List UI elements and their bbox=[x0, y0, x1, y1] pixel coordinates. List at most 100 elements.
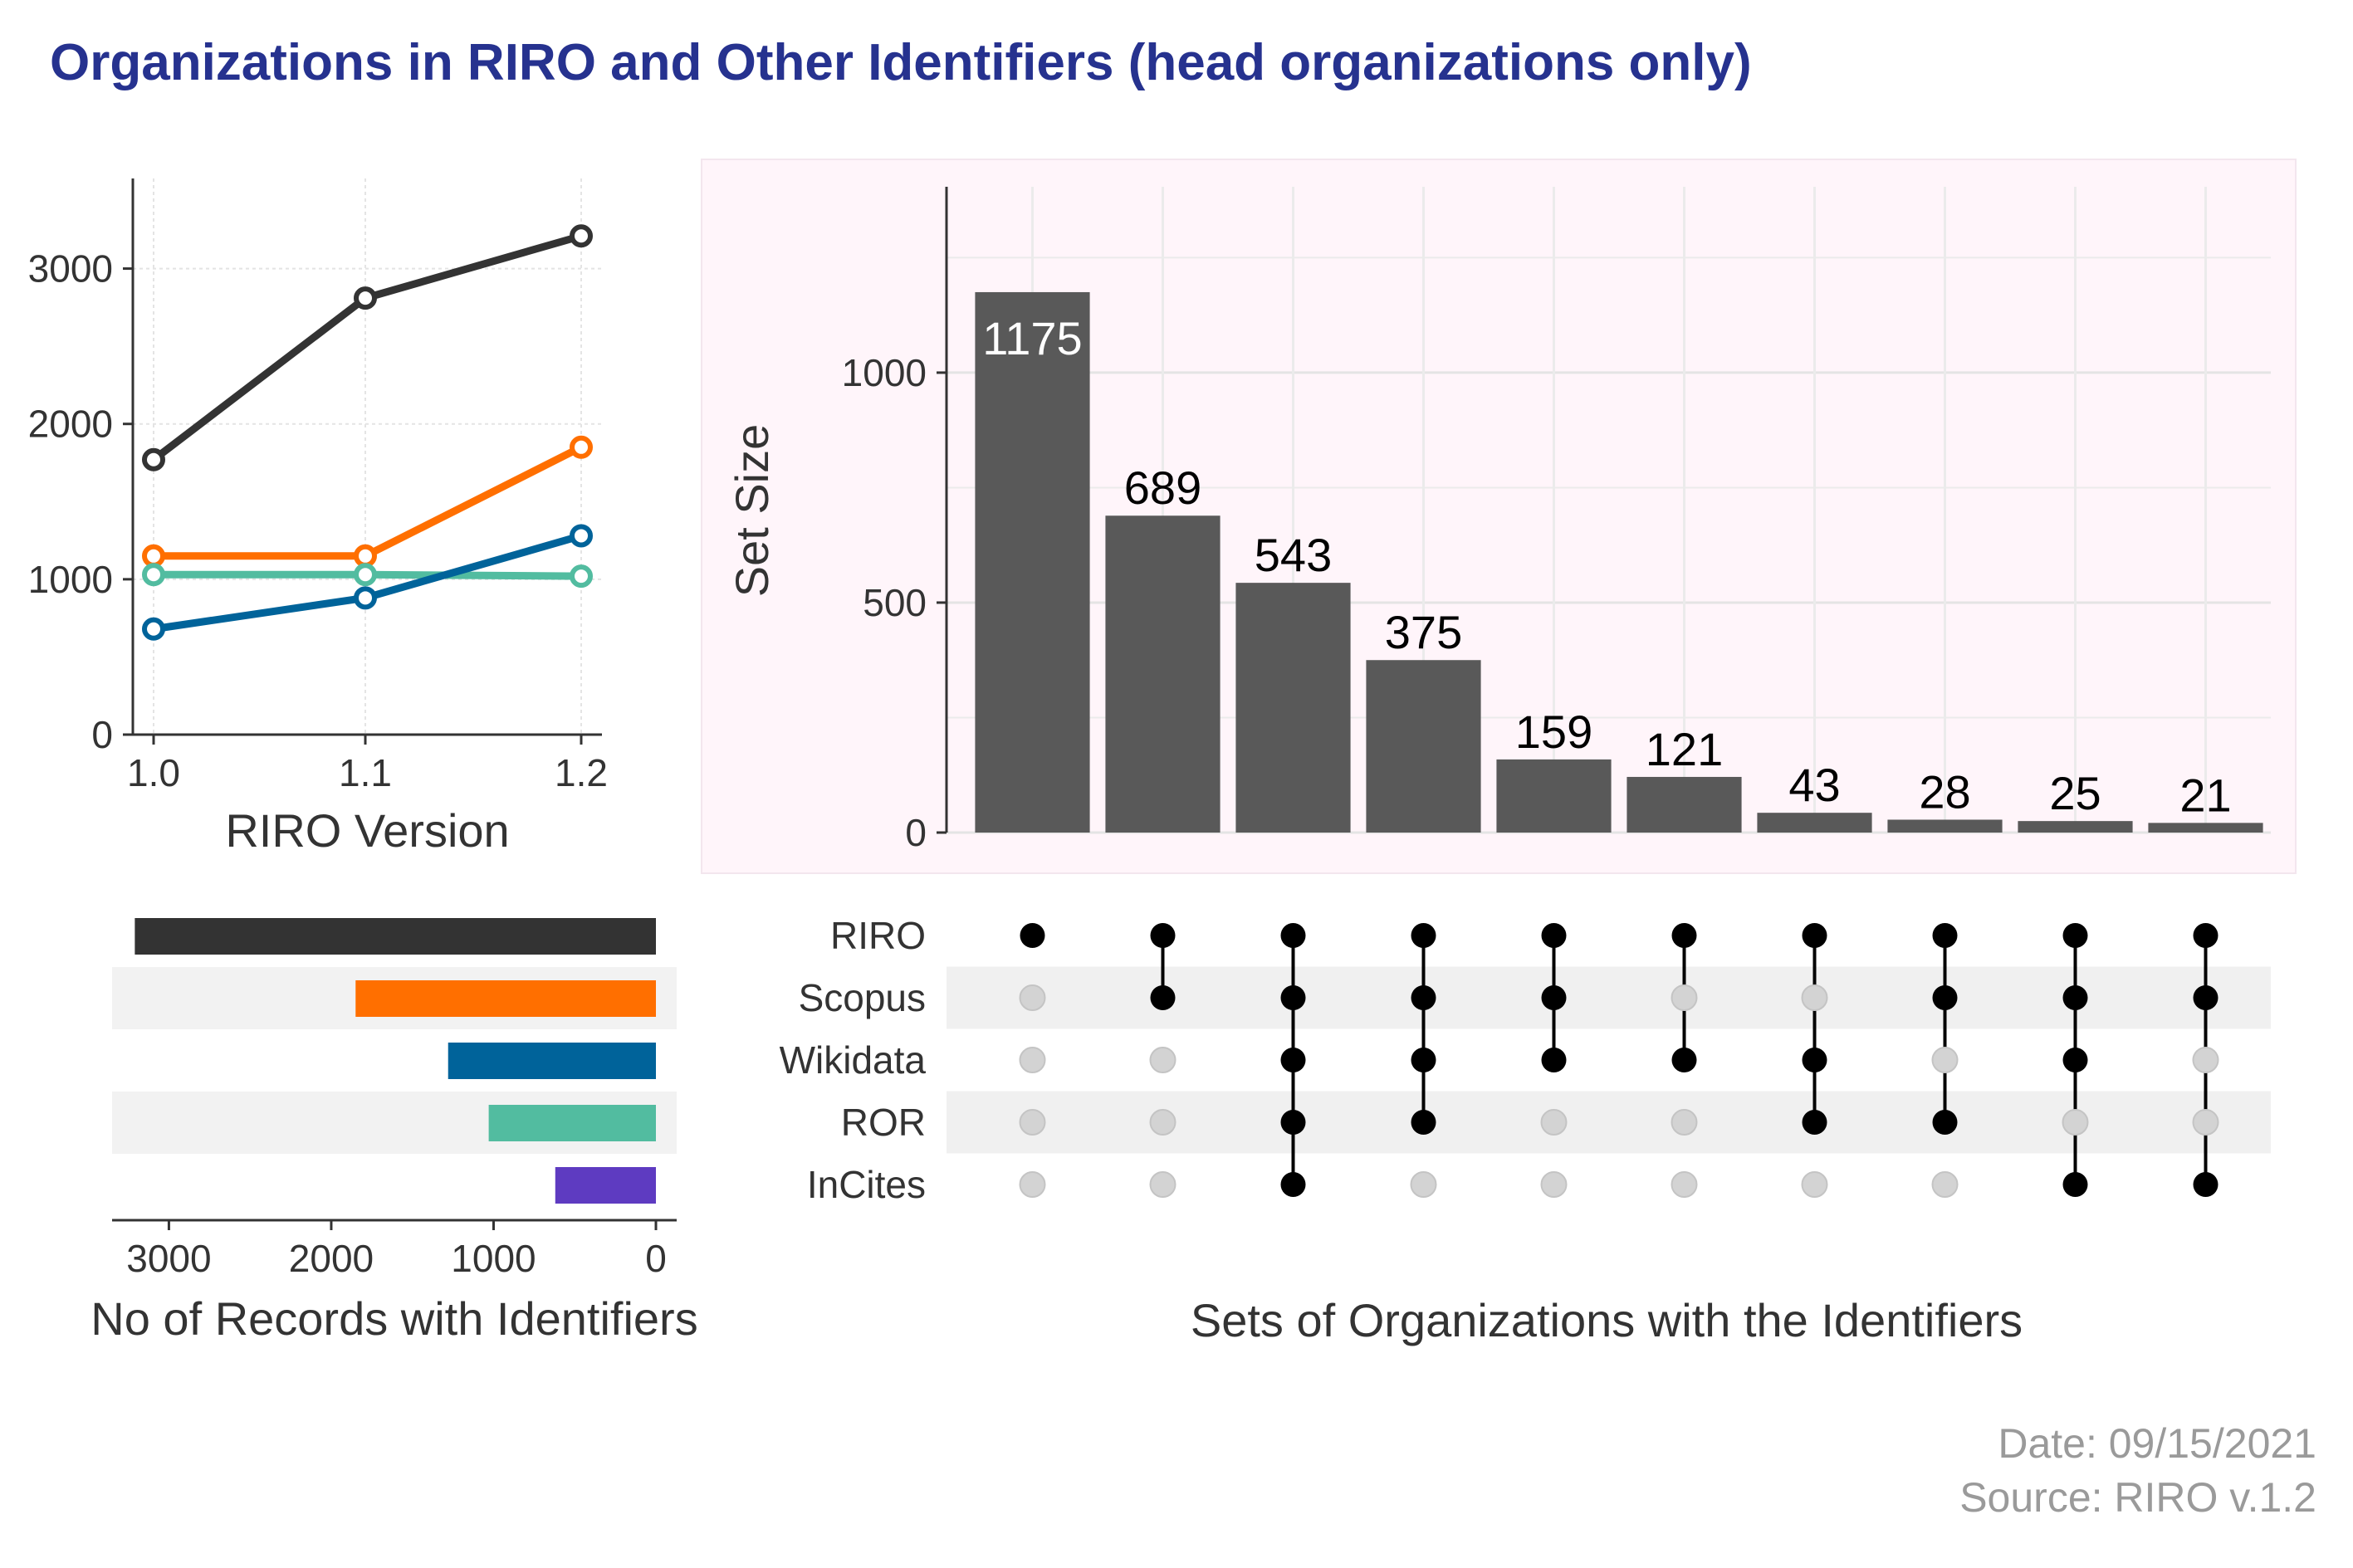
matrix-dot-empty bbox=[1019, 1109, 1046, 1136]
intersection-bar bbox=[1496, 759, 1612, 833]
x-tick-label: 1.2 bbox=[555, 751, 608, 794]
y-tick-label: 0 bbox=[91, 713, 113, 756]
matrix-dot-empty bbox=[1671, 1171, 1698, 1198]
y-tick-label: 1000 bbox=[28, 558, 113, 601]
matrix-dot-filled bbox=[1411, 985, 1436, 1010]
y-tick-label: 0 bbox=[905, 811, 927, 854]
matrix-dot-filled bbox=[1802, 923, 1827, 948]
x-tick-label: 1.1 bbox=[339, 751, 392, 794]
series-point-scopus bbox=[570, 435, 593, 459]
matrix-dot-empty bbox=[1149, 1171, 1176, 1198]
series-line-riro bbox=[151, 232, 583, 463]
y-tick-label: 1000 bbox=[842, 351, 927, 394]
matrix-dot-empty bbox=[1149, 1109, 1176, 1136]
bar-value-label: 25 bbox=[2049, 767, 2101, 819]
matrix-dot-filled bbox=[1280, 1172, 1306, 1197]
matrix-dot-filled bbox=[1411, 1110, 1436, 1135]
matrix-dot-filled bbox=[1020, 923, 1045, 948]
bar-value-label: 43 bbox=[1788, 759, 1840, 811]
set-size-bar-incites bbox=[555, 1167, 656, 1204]
matrix-dot-filled bbox=[1411, 923, 1436, 948]
matrix-dot-filled bbox=[2193, 985, 2218, 1010]
intersection-bar bbox=[1366, 660, 1481, 833]
matrix-dot-filled bbox=[2193, 1172, 2218, 1197]
matrix-dot-filled bbox=[1280, 1110, 1306, 1135]
matrix-set-label: ROR bbox=[841, 1101, 926, 1144]
matrix-dot-empty bbox=[1019, 984, 1046, 1011]
bar-value-label: 543 bbox=[1255, 529, 1332, 581]
matrix-dot-filled bbox=[1932, 985, 1958, 1010]
x-tick-label: 1.0 bbox=[127, 751, 180, 794]
matrix-dot-filled bbox=[2062, 1048, 2088, 1072]
matrix-dot-filled bbox=[2193, 923, 2218, 948]
x-tick-label: 1000 bbox=[451, 1237, 536, 1280]
intersection-bar bbox=[1235, 583, 1351, 833]
matrix-dot-filled bbox=[1802, 1048, 1827, 1072]
matrix-dot-filled bbox=[1280, 923, 1306, 948]
matrix-dot-empty bbox=[1019, 1171, 1046, 1198]
bar-value-label: 28 bbox=[1919, 765, 1970, 818]
matrix-set-label: Wikidata bbox=[780, 1038, 927, 1082]
x-axis-label: No of Records with Identifiers bbox=[90, 1292, 697, 1345]
x-tick-label: 0 bbox=[645, 1237, 667, 1280]
series-point-riro bbox=[142, 447, 165, 471]
matrix-dot-empty bbox=[1931, 1171, 1959, 1198]
series-point-riro bbox=[354, 286, 377, 310]
matrix-dot-filled bbox=[1671, 1048, 1697, 1072]
matrix-dot-empty bbox=[2062, 1109, 2089, 1136]
intersection-bar bbox=[1887, 819, 2003, 833]
matrix-dot-filled bbox=[1280, 985, 1306, 1010]
matrix-set-label: Scopus bbox=[799, 976, 926, 1019]
series-point-wikidata bbox=[142, 617, 165, 641]
matrix-dot-filled bbox=[2062, 923, 2088, 948]
matrix-dot-empty bbox=[1801, 1171, 1828, 1198]
x-tick-label: 2000 bbox=[289, 1237, 374, 1280]
x-tick-label: 3000 bbox=[126, 1237, 211, 1280]
intersection-bar bbox=[2148, 823, 2263, 833]
series-point-ror bbox=[570, 564, 593, 589]
matrix-set-label: RIRO bbox=[830, 914, 926, 957]
set-size-bar-wikidata bbox=[448, 1043, 656, 1079]
intersection-bar bbox=[1627, 776, 1742, 833]
set-size-bar-riro bbox=[135, 918, 656, 955]
matrix-dot-filled bbox=[1150, 985, 1176, 1010]
matrix-dot-empty bbox=[1671, 1109, 1698, 1136]
bar-value-label: 689 bbox=[1124, 462, 1201, 514]
y-tick-label: 2000 bbox=[28, 403, 113, 446]
bar-value-label: 159 bbox=[1515, 706, 1592, 758]
matrix-dot-empty bbox=[1410, 1171, 1437, 1198]
bar-value-label: 375 bbox=[1385, 606, 1462, 658]
intersection-chart: 0 500 1000 Set Size 1175 689 543 375 159 121 43 28 2… bbox=[701, 159, 2297, 1346]
matrix-dot-empty bbox=[1149, 1047, 1176, 1073]
y-tick-label: 500 bbox=[863, 581, 927, 624]
series-point-wikidata bbox=[570, 524, 593, 548]
set-size-chart: 3000 2000 1000 0 No of Records with Identifi… bbox=[90, 918, 698, 1345]
footer-date: Date: 09/15/2021 bbox=[1998, 1420, 2316, 1467]
footer-source: Source: RIRO v.1.2 bbox=[1959, 1474, 2316, 1521]
set-size-bar-scopus bbox=[355, 980, 656, 1017]
matrix-dot-empty bbox=[1801, 984, 1828, 1011]
bar-value-label: 21 bbox=[2179, 769, 2231, 821]
series-line-scopus bbox=[154, 443, 584, 560]
matrix-dot-filled bbox=[2062, 985, 2088, 1010]
matrix-dot-filled bbox=[1541, 1048, 1567, 1072]
matrix-dot-filled bbox=[1671, 923, 1697, 948]
matrix-set-label: InCites bbox=[807, 1163, 926, 1206]
version-line-chart: 0 1000 2000 3000 1.0 1.1 1.2 RIRO Version bbox=[28, 178, 608, 857]
matrix-dot-filled bbox=[1932, 1110, 1958, 1135]
y-tick-label: 3000 bbox=[28, 247, 113, 291]
matrix-dot-empty bbox=[2192, 1047, 2219, 1073]
matrix-dot-filled bbox=[1541, 985, 1567, 1010]
matrix-dot-empty bbox=[1671, 984, 1698, 1011]
series-point-scopus bbox=[142, 544, 165, 568]
series-point-ror bbox=[142, 563, 165, 587]
plot-panel bbox=[701, 159, 2297, 874]
y-axis-label: Set Size bbox=[726, 424, 778, 598]
series-point-ror bbox=[354, 563, 377, 587]
intersection-bar bbox=[2018, 821, 2133, 833]
set-size-bar-ror bbox=[488, 1105, 656, 1141]
series-point-scopus bbox=[354, 544, 377, 568]
matrix-dot-filled bbox=[2062, 1172, 2088, 1197]
matrix-dot-filled bbox=[1150, 923, 1176, 948]
